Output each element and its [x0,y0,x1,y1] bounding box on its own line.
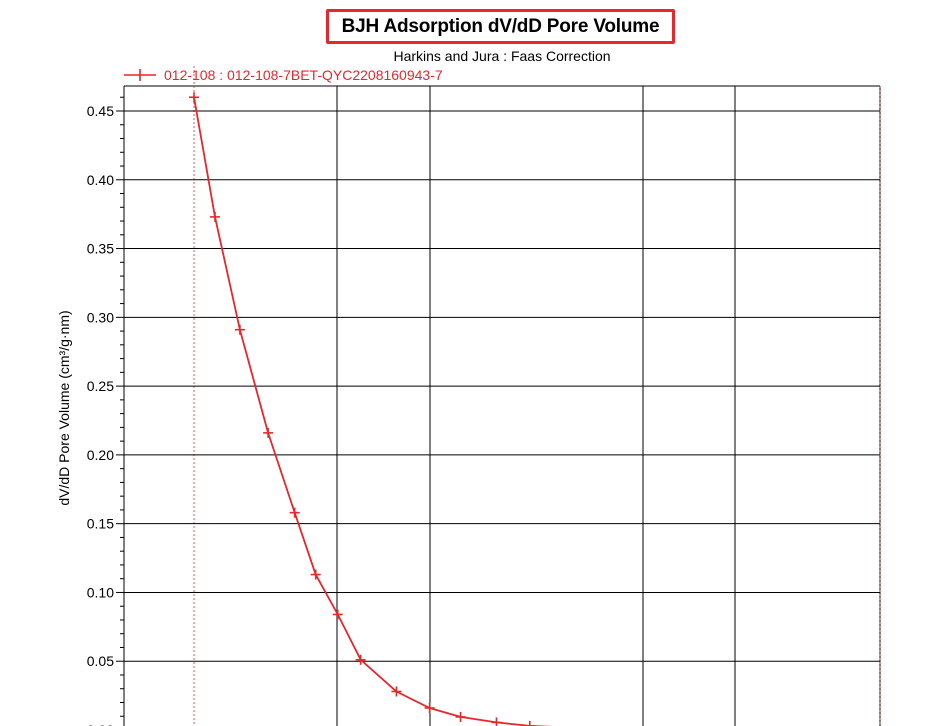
series-group [189,92,553,726]
y-tick-label: 0.05 [87,653,114,669]
data-point [455,711,466,722]
data-point [234,324,245,335]
y-tick-label: 0.20 [87,447,114,463]
y-tick-label: 0.25 [87,378,114,394]
data-point [391,686,402,697]
legend: 012-108 : 012-108-7BET-QYC2208160943-7 [124,67,443,83]
data-point [189,92,199,103]
chart-title-box: BJH Adsorption dV/dD Pore Volume [326,9,675,44]
data-point [524,720,535,726]
data-point [355,654,366,665]
data-point [424,702,435,713]
data-point [491,717,502,726]
y-tick-label: 0.30 [87,309,114,325]
data-point [263,427,274,438]
y-tick-label: 0.35 [87,241,114,257]
series-line [193,97,553,726]
y-tick-label: 0.40 [87,172,114,188]
data-point [289,507,300,518]
chart-subtitle: Harkins and Jura : Faas Correction [393,48,611,64]
y-tick-label: 0.10 [87,584,114,600]
y-tick-label: 0.15 [87,516,114,532]
grid [123,66,881,726]
chart-title: BJH Adsorption dV/dD Pore Volume [341,15,660,37]
data-point [209,211,220,222]
data-point [332,609,343,620]
data-point [310,569,321,580]
y-tick-label: 0.45 [87,103,114,119]
legend-label: 012-108 : 012-108-7BET-QYC2208160943-7 [164,67,443,83]
y-axis-label: dV/dD Pore Volume (cm³/g·nm) [56,310,72,505]
y-tick-label: 0.00 [87,722,114,726]
y-axis: 0.00 0.05 0.10 0.15 0.20 0.25 0.30 0.35 0.40 0.45 [87,96,124,726]
